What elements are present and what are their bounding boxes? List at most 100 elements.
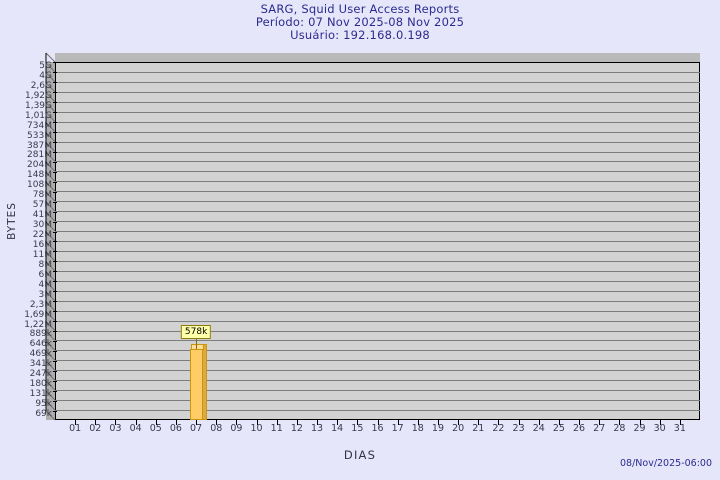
y-tick-mark — [53, 281, 57, 283]
x-tick-label: 25 — [552, 423, 565, 434]
y-tick-label: 646k — [29, 339, 52, 350]
x-tick-label: 19 — [431, 423, 445, 434]
y-tick-label: 16M — [32, 239, 52, 250]
x-tick-mark — [639, 420, 641, 425]
x-tick-mark — [216, 420, 218, 425]
x-tick-mark — [115, 420, 117, 425]
bar-value-label: 578k — [180, 324, 212, 339]
y-tick-mark — [53, 92, 57, 94]
x-tick-label: 11 — [270, 423, 283, 434]
y-tick-label: 148M — [27, 170, 52, 181]
y-tick-mark — [53, 370, 57, 372]
x-tick-mark — [135, 420, 137, 425]
y-tick-label: 180k — [29, 379, 52, 390]
y-tick-mark — [53, 181, 57, 183]
gridline — [55, 71, 700, 73]
gridline — [55, 241, 700, 242]
gridline — [55, 181, 700, 183]
x-tick-mark — [659, 420, 661, 425]
y-tick-label: 1,01G — [24, 110, 52, 121]
y-tick-label: 533M — [27, 130, 52, 141]
x-tick-mark — [296, 420, 298, 425]
y-tick-label: 30M — [32, 220, 52, 231]
gridline — [55, 81, 700, 83]
y-tick-mark — [53, 72, 57, 74]
gridline — [55, 290, 700, 292]
x-tick-mark — [337, 420, 339, 425]
y-tick-mark — [53, 62, 57, 64]
gridline — [55, 151, 700, 153]
bar[interactable] — [189, 348, 203, 420]
y-tick-label: 108M — [27, 180, 52, 191]
x-tick-mark — [75, 420, 77, 425]
y-tick-mark — [53, 142, 57, 144]
x-tick-label: 30 — [653, 423, 666, 434]
gridline — [55, 101, 700, 103]
x-tick-mark — [619, 420, 621, 425]
y-tick-mark — [53, 330, 57, 332]
y-tick-label: 1,92G — [24, 90, 52, 101]
x-tick-mark — [155, 420, 157, 425]
x-tick-label: 14 — [331, 423, 344, 434]
gridline — [55, 231, 700, 233]
gridline — [55, 370, 700, 372]
page-title: SARG, Squid User Access Reports — [260, 2, 460, 16]
generated-timestamp: 08/Nov/2025-06:00 — [619, 458, 712, 469]
gridline — [55, 360, 700, 362]
x-tick-mark — [679, 420, 681, 425]
y-tick-mark — [53, 261, 57, 263]
x-tick-label: 23 — [512, 423, 525, 434]
x-tick-mark — [276, 420, 278, 425]
y-tick-mark — [53, 201, 57, 203]
x-tick-label: 09 — [230, 423, 243, 434]
y-tick-mark — [53, 251, 57, 253]
x-tick-label: 17 — [391, 423, 404, 434]
bar-value-stem — [196, 337, 198, 349]
gridline — [55, 300, 700, 302]
y-tick-mark — [53, 161, 57, 163]
y-tick-label: 4M — [38, 279, 53, 290]
gridline — [55, 201, 700, 203]
y-tick-mark — [53, 82, 57, 84]
x-tick-label: 24 — [532, 423, 545, 434]
gridline — [55, 280, 700, 282]
y-tick-label: 247k — [29, 369, 52, 380]
y-tick-mark — [53, 380, 57, 382]
x-tick-mark — [417, 420, 419, 425]
y-tick-label: 5G — [39, 60, 52, 71]
y-tick-mark — [53, 350, 57, 352]
y-axis-ticks: 5G 4G 2,6G 1,92G 1,39G 1,01G 734M 533M 387M 281M 2… — [0, 0, 57, 480]
y-tick-label: 889k — [29, 329, 52, 340]
x-tick-label: 18 — [411, 423, 424, 434]
plot-depth-connectors — [45, 52, 56, 421]
gridline — [55, 400, 700, 402]
x-tick-label: 06 — [169, 423, 182, 434]
gridline — [55, 260, 700, 262]
gridline — [55, 121, 700, 123]
x-tick-label: 29 — [633, 423, 646, 434]
x-tick-label: 13 — [310, 423, 324, 434]
gridline — [55, 330, 700, 332]
y-tick-label: 2,6G — [30, 80, 52, 91]
y-tick-mark — [53, 321, 57, 323]
y-tick-mark — [53, 221, 57, 223]
x-tick-label: 04 — [129, 423, 142, 434]
y-tick-mark — [53, 171, 57, 173]
y-tick-label: 11M — [32, 249, 52, 260]
gridline — [55, 380, 700, 382]
plot-depth-top-face — [55, 53, 700, 62]
gridline — [55, 141, 700, 143]
x-tick-mark — [357, 420, 359, 425]
x-tick-label: 27 — [593, 423, 606, 434]
gridline — [55, 310, 700, 312]
gridline — [55, 211, 700, 213]
y-tick-label: 2,3M — [29, 299, 52, 310]
y-tick-label: 41M — [32, 210, 52, 221]
y-tick-mark — [53, 291, 57, 293]
x-tick-label: 10 — [250, 423, 263, 434]
y-tick-mark — [53, 241, 57, 243]
x-tick-mark — [478, 420, 480, 425]
y-tick-mark — [53, 360, 57, 362]
